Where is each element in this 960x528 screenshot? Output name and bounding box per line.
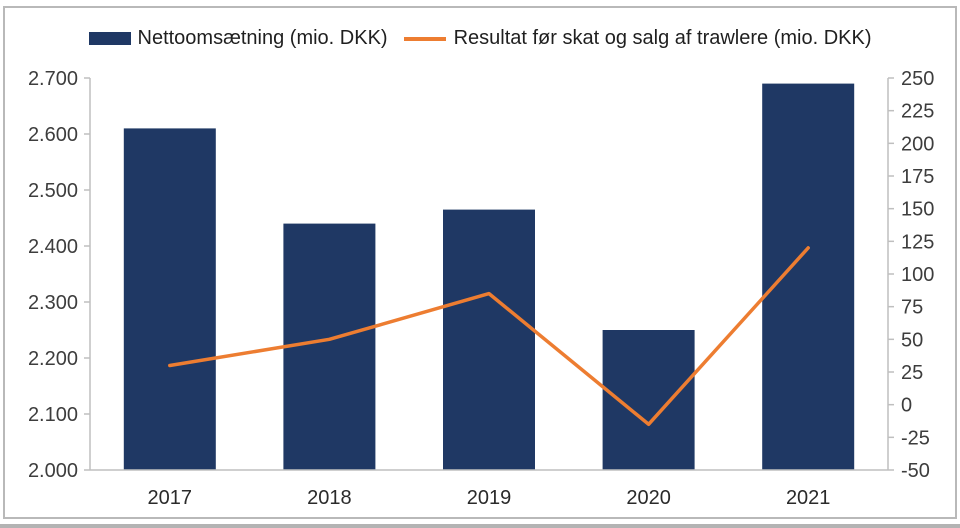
bar-2019	[443, 209, 535, 470]
left-axis-tick-label: 2.500	[28, 180, 78, 202]
right-axis-tick-label: -25	[901, 427, 930, 449]
right-axis-tick-label: 150	[901, 199, 934, 221]
line-series-resultat	[168, 246, 810, 427]
right-axis-tick-label: 50	[901, 329, 923, 351]
right-axis-tick-label: 25	[901, 362, 923, 384]
right-axis-tick-label: 225	[901, 101, 934, 123]
right-axis-tick-label: 0	[901, 395, 912, 417]
legend-label-resultat: Resultat før skat og salg af trawlere (m…	[453, 27, 872, 49]
x-axis-label-2018: 2018	[307, 487, 352, 509]
right-axis-tick-label: 100	[901, 264, 934, 286]
x-axis-label-2019: 2019	[467, 487, 512, 509]
left-axis-tick-label: 2.100	[28, 404, 78, 426]
legend: Nettoomsætning (mio. DKK) Resultat før s…	[0, 27, 960, 50]
right-axis-tick-label: -50	[901, 460, 930, 482]
right-axis-tick-label: 250	[901, 68, 934, 90]
left-axis-tick-label: 2.000	[28, 460, 78, 482]
right-axis-tick-label: 125	[901, 231, 934, 253]
x-axis-label-2021: 2021	[786, 487, 831, 509]
left-axis-tick-label: 2.200	[28, 348, 78, 370]
bar-2018	[283, 223, 376, 470]
right-axis-tick-label: 175	[901, 166, 934, 188]
legend-item-resultat: Resultat før skat og salg af trawlere (m…	[403, 27, 872, 50]
bar-2017	[123, 128, 216, 470]
x-axis-label-2017: 2017	[148, 487, 193, 509]
left-axis-tick-label: 2.400	[28, 236, 78, 258]
legend-item-nettoomsaetning: Nettoomsætning (mio. DKK)	[88, 27, 388, 50]
right-axis-tick-label: 200	[901, 133, 934, 155]
line-swatch-icon	[403, 36, 446, 41]
left-axis-tick-label: 2.700	[28, 68, 78, 90]
bar-2021	[762, 83, 855, 470]
bottom-edge-divider	[0, 524, 960, 528]
left-axis-tick-label: 2.600	[28, 124, 78, 146]
bar-swatch-icon	[88, 32, 131, 45]
right-axis-tick-label: 75	[901, 297, 923, 319]
x-axis-label-2020: 2020	[626, 487, 671, 509]
legend-label-nettoomsaetning: Nettoomsætning (mio. DKK)	[137, 27, 388, 49]
left-axis-tick-label: 2.300	[28, 292, 78, 314]
